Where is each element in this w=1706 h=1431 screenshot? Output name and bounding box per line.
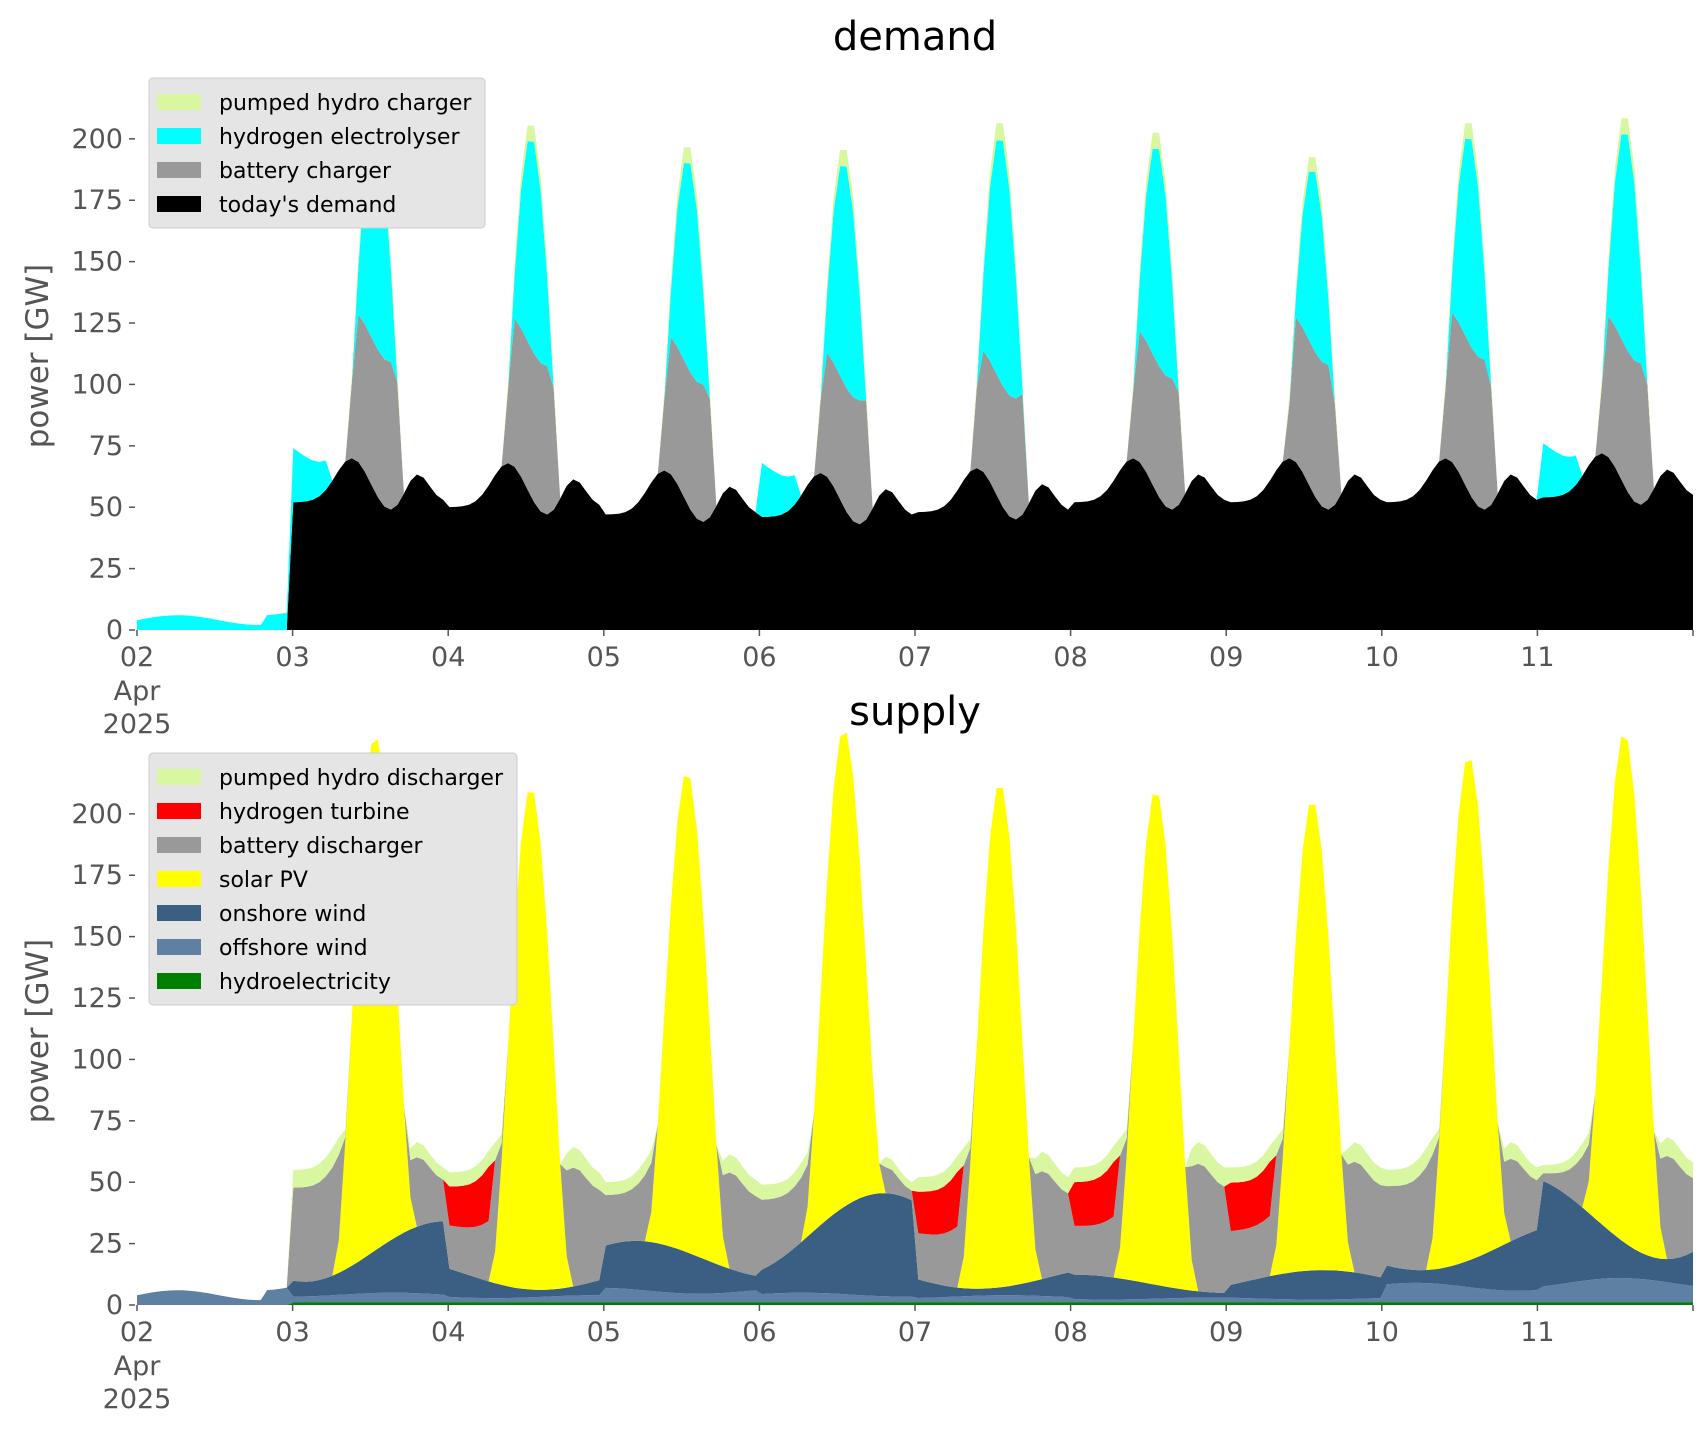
x-tick-label: 09 (1209, 642, 1243, 673)
x-tick-sublabel: Apr (114, 1351, 162, 1382)
legend-box (148, 752, 518, 1006)
legend-label-h2t: hydrogen turbine (219, 800, 410, 825)
y-tick-label: 75 (89, 1106, 123, 1137)
legend-swatch-hydro (157, 973, 201, 989)
legend-label-h2: hydrogen electrolyser (219, 125, 460, 150)
y-tick-label: 150 (71, 247, 123, 278)
y-axis-label: power [GW] (20, 264, 56, 449)
x-tick-label: 10 (1365, 1317, 1399, 1348)
x-tick-label: 05 (587, 642, 621, 673)
y-tick-label: 50 (89, 1167, 123, 1198)
legend-swatch-onshore (157, 905, 201, 921)
series-area-battery (137, 312, 1693, 630)
x-tick-label: 02 (120, 642, 154, 673)
x-tick-sublabel: Apr (114, 676, 162, 707)
legend-label-hydro: hydroelectricity (219, 970, 391, 995)
y-tick-label: 200 (71, 799, 123, 830)
y-tick-label: 0 (106, 1290, 123, 1321)
legend-label-offshore: offshore wind (219, 936, 368, 961)
series-area-hydro (137, 1302, 1693, 1305)
legend-label-phd: pumped hydro discharger (219, 766, 504, 791)
x-tick-sublabel: 2025 (103, 709, 172, 740)
x-tick-label: 10 (1365, 642, 1399, 673)
legend-swatch-solar (157, 871, 201, 887)
x-tick-label: 02 (120, 1317, 154, 1348)
legend-label-battdis: battery discharger (219, 834, 424, 859)
series-area-solar (137, 732, 1693, 1301)
legend-box (148, 77, 486, 229)
legend-label-onshore: onshore wind (219, 902, 366, 927)
series-area-h2 (137, 129, 1693, 630)
x-tick-label: 08 (1053, 1317, 1087, 1348)
y-axis-label: power [GW] (20, 939, 56, 1124)
y-tick-label: 75 (89, 431, 123, 462)
legend-label-phc: pumped hydro charger (219, 91, 472, 116)
y-tick-label: 150 (71, 922, 123, 953)
series-area-onshore (137, 1181, 1693, 1301)
x-tick-label: 11 (1520, 1317, 1554, 1348)
y-tick-label: 175 (71, 860, 123, 891)
legend-swatch-offshore (157, 939, 201, 955)
series-area-offshore (137, 1278, 1693, 1305)
y-tick-label: 175 (71, 185, 123, 216)
legend-label-battery: battery charger (219, 159, 392, 184)
y-tick-label: 0 (106, 615, 123, 646)
y-tick-label: 100 (71, 1044, 123, 1075)
y-tick-label: 100 (71, 369, 123, 400)
legend-label-demand: today's demand (219, 193, 396, 218)
x-tick-label: 11 (1520, 642, 1554, 673)
x-tick-label: 04 (431, 642, 465, 673)
x-tick-label: 07 (898, 642, 932, 673)
series-area-phd (137, 732, 1693, 1301)
legend-swatch-demand (157, 196, 201, 212)
x-tick-label: 05 (587, 1317, 621, 1348)
x-tick-label: 04 (431, 1317, 465, 1348)
x-tick-label: 09 (1209, 1317, 1243, 1348)
x-tick-label: 06 (742, 1317, 776, 1348)
legend-swatch-h2 (157, 128, 201, 144)
panel-demand: demand power [GW] 0 25 50 75 100 125 150 175 200 02… (20, 14, 1694, 740)
legend-label-solar: solar PV (219, 868, 308, 893)
chart-title: demand (833, 14, 997, 60)
x-tick-label: 06 (742, 642, 776, 673)
x-tick-sublabel: 2025 (103, 1384, 172, 1415)
y-tick-label: 125 (71, 308, 123, 339)
y-tick-label: 125 (71, 983, 123, 1014)
chart-title: supply (849, 689, 981, 735)
y-tick-label: 25 (89, 1229, 123, 1260)
y-tick-label: 200 (71, 124, 123, 155)
x-tick-label: 03 (275, 1317, 309, 1348)
x-tick-label: 03 (275, 642, 309, 673)
y-tick-label: 25 (89, 554, 123, 585)
legend-swatch-phd (157, 769, 201, 785)
legend-swatch-h2t (157, 803, 201, 819)
legend-swatch-battdis (157, 837, 201, 853)
panel-supply: supply power [GW] 0 25 50 75 100 125 150 175 200 02… (20, 689, 1694, 1415)
legend-swatch-phc (157, 94, 201, 110)
series-area-battdis (137, 732, 1693, 1301)
x-tick-label: 08 (1053, 642, 1087, 673)
legend-swatch-battery (157, 162, 201, 178)
series-area-demand (137, 453, 1693, 630)
y-tick-label: 50 (89, 492, 123, 523)
x-tick-label: 07 (898, 1317, 932, 1348)
